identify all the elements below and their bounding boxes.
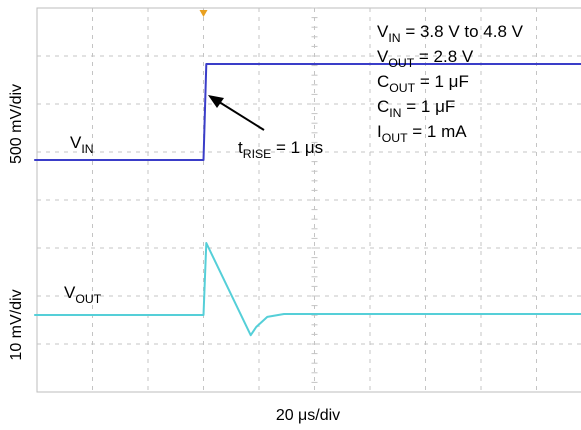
rise-arrow-head bbox=[208, 95, 224, 108]
rise-time-annotation: tRISE = 1 μs bbox=[238, 138, 323, 161]
vout-trace-label: VOUT bbox=[64, 283, 102, 306]
condition-line: VOUT = 2.8 V bbox=[377, 47, 474, 70]
vin-trace bbox=[34, 63, 581, 161]
condition-line: IOUT = 1 mA bbox=[377, 122, 467, 145]
scope-labels: VIN VOUT 500 mV/div 10 mV/div 20 μs/div tRISE… bbox=[8, 22, 524, 424]
trigger-marker bbox=[199, 10, 208, 17]
vout-trace bbox=[34, 242, 581, 337]
time-scale-label: 20 μs/div bbox=[276, 407, 340, 424]
vin-scale-label: 500 mV/div bbox=[8, 84, 25, 164]
rise-arrow-shaft bbox=[215, 99, 265, 131]
vout-scale-label: 10 mV/div bbox=[8, 289, 25, 360]
scope-traces bbox=[34, 63, 581, 337]
condition-line: CIN = 1 μF bbox=[377, 97, 455, 120]
vin-trace-label: VIN bbox=[70, 133, 94, 156]
scope-grid bbox=[36, 7, 581, 393]
condition-line: COUT = 1 μF bbox=[377, 72, 469, 95]
condition-line: VIN = 3.8 V to 4.8 V bbox=[377, 22, 524, 45]
